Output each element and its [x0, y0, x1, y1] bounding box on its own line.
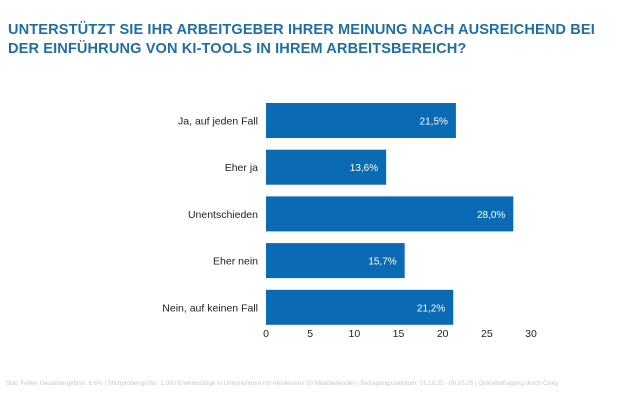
data-label: 28,0%: [477, 210, 505, 221]
data-label: 13,6%: [350, 163, 378, 174]
chart-title: UNTERSTÜTZT SIE IHR ARBEITGEBER IHRER ME…: [8, 22, 595, 57]
category-label: Eher nein: [213, 256, 258, 268]
data-label: 21,5%: [420, 117, 448, 128]
category-label: Eher ja: [225, 162, 258, 174]
x-tick-label: 30: [525, 328, 537, 340]
footnote: Stat. Fehler Gesamtergebnis: 6,6% | Stic…: [6, 380, 559, 387]
bar: [266, 196, 514, 232]
category-label: Ja, auf jeden Fall: [178, 116, 258, 128]
category-label: Unentschieden: [188, 209, 258, 221]
x-tick-label: 5: [307, 328, 313, 340]
x-tick-label: 20: [437, 328, 449, 340]
bar: [266, 149, 387, 185]
x-tick-label: 0: [263, 328, 269, 340]
x-tick-label: 25: [481, 328, 493, 340]
data-label: 15,7%: [368, 257, 396, 268]
data-label: 21,2%: [417, 303, 445, 314]
bar: [266, 289, 454, 325]
x-tick-label: 10: [348, 328, 360, 340]
x-tick-label: 15: [393, 328, 405, 340]
bar: [266, 243, 405, 279]
bar: [266, 103, 456, 138]
category-label: Nein, auf keinen Fall: [162, 302, 258, 314]
